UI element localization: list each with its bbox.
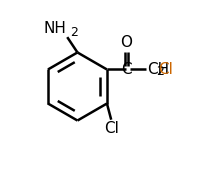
Text: Cl: Cl bbox=[158, 62, 173, 77]
Text: O: O bbox=[120, 35, 132, 50]
Text: 2: 2 bbox=[70, 26, 78, 39]
Text: Cl: Cl bbox=[104, 121, 119, 135]
Text: 2: 2 bbox=[156, 65, 164, 78]
Text: CH: CH bbox=[147, 62, 169, 77]
Text: C: C bbox=[121, 62, 132, 77]
Text: NH: NH bbox=[43, 21, 66, 36]
